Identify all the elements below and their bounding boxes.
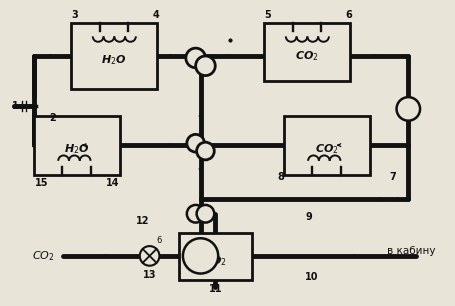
Text: 12: 12 [136,217,150,226]
Text: 4: 4 [152,10,159,20]
Bar [264,23,350,81]
Text: 15: 15 [35,177,49,188]
Circle shape [186,48,206,68]
Text: 1: 1 [11,101,18,111]
Text: 11: 11 [208,284,222,294]
Text: 7: 7 [389,173,396,182]
Circle shape [183,238,218,274]
Text: 5: 5 [264,10,271,20]
Circle shape [197,142,214,160]
Text: 3: 3 [71,10,78,20]
Text: 13: 13 [143,270,157,280]
Text: H$_2$O: H$_2$O [101,53,127,67]
Text: H$_2$O: H$_2$O [64,142,90,156]
Text: CO$_2$: CO$_2$ [295,49,319,63]
Text: CO$_2$: CO$_2$ [315,142,339,156]
Circle shape [187,205,204,222]
Circle shape [196,56,215,76]
Text: в кабину: в кабину [387,246,435,256]
Text: 9: 9 [305,212,312,222]
Circle shape [197,205,214,222]
Text: 10: 10 [305,272,319,282]
Text: 6: 6 [346,10,353,20]
Text: 8: 8 [277,173,284,182]
Text: CO$_2$: CO$_2$ [203,254,227,268]
Text: 2: 2 [50,113,56,123]
Bar [179,233,252,280]
Text: 6: 6 [157,236,162,245]
Text: 14: 14 [106,177,119,188]
Bar [71,23,157,89]
Circle shape [397,97,420,121]
Bar [284,116,370,174]
Circle shape [187,134,204,152]
Bar [34,116,120,174]
Text: CO$_2$: CO$_2$ [32,249,55,263]
Circle shape [140,246,159,266]
